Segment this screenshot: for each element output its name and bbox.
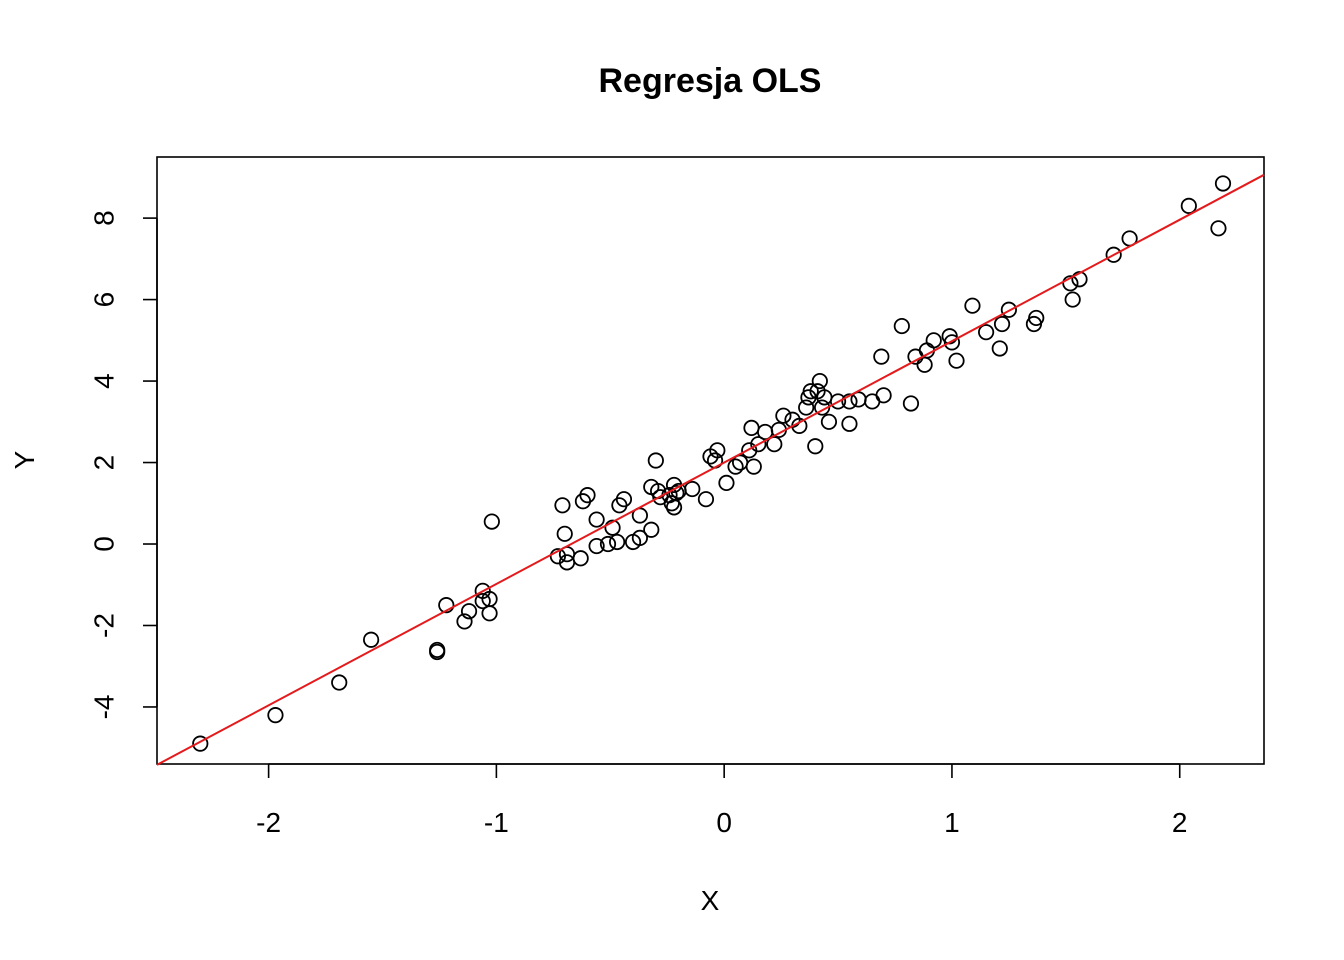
- data-point: [1062, 275, 1079, 292]
- y-axis-label: Y: [9, 450, 40, 469]
- data-point: [978, 324, 995, 341]
- data-point: [1000, 301, 1017, 318]
- data-point: [438, 597, 455, 614]
- data-point: [363, 631, 380, 648]
- data-points: [192, 175, 1232, 752]
- data-point: [829, 393, 847, 410]
- data-point: [668, 484, 685, 502]
- data-point: [811, 372, 828, 390]
- data-point: [697, 491, 715, 508]
- data-point: [579, 487, 596, 504]
- data-point: [331, 674, 348, 691]
- data-point: [609, 533, 626, 551]
- data-point: [1214, 175, 1232, 192]
- data-point: [481, 605, 498, 622]
- data-point: [993, 315, 1011, 333]
- data-point: [474, 592, 491, 610]
- data-point: [964, 297, 981, 314]
- data-point: [1105, 246, 1122, 263]
- data-point: [841, 415, 858, 432]
- data-point: [456, 613, 473, 630]
- data-point: [991, 340, 1008, 357]
- data-point: [745, 458, 762, 475]
- data-point: [429, 643, 446, 661]
- data-point: [267, 707, 284, 724]
- y-tick-label: 6: [88, 292, 119, 308]
- data-point: [643, 521, 660, 538]
- data-point: [1071, 271, 1088, 288]
- data-point: [925, 332, 942, 349]
- data-point: [766, 436, 783, 453]
- x-tick-label: 1: [944, 807, 960, 838]
- y-tick-label: 2: [88, 455, 119, 471]
- data-point: [599, 535, 617, 553]
- data-point: [647, 452, 664, 469]
- data-point: [554, 497, 571, 514]
- data-point: [943, 334, 961, 351]
- data-point: [841, 393, 858, 410]
- data-point: [807, 438, 824, 455]
- chart-title: Regresja OLS: [599, 62, 822, 100]
- data-point: [750, 436, 767, 453]
- data-point: [684, 480, 701, 498]
- x-axis-label: X: [701, 885, 720, 916]
- data-point: [902, 395, 920, 412]
- data-point: [820, 413, 838, 430]
- data-point: [483, 513, 500, 530]
- data-point: [192, 735, 209, 752]
- data-point: [604, 519, 621, 536]
- data-point: [916, 356, 933, 373]
- data-point: [718, 474, 735, 492]
- data-point: [948, 352, 965, 369]
- data-point: [1028, 309, 1045, 327]
- data-point: [802, 383, 819, 400]
- y-tick-label: 4: [88, 373, 119, 389]
- y-tick-label: -2: [88, 613, 119, 638]
- regression-line: [156, 173, 1265, 766]
- data-point: [588, 537, 605, 555]
- data-point: [743, 419, 760, 437]
- x-tick-label: 0: [716, 807, 732, 838]
- data-point: [893, 317, 910, 335]
- data-point: [1210, 220, 1227, 237]
- x-tick-label: 2: [1172, 807, 1188, 838]
- data-point: [588, 511, 605, 528]
- data-point: [631, 529, 648, 547]
- data-point: [556, 525, 573, 542]
- x-tick-label: -2: [256, 807, 281, 838]
- data-point: [665, 499, 683, 516]
- data-point: [460, 603, 478, 620]
- y-tick-label: 0: [88, 536, 119, 552]
- data-point: [873, 348, 890, 365]
- x-tick-label: -1: [484, 807, 509, 838]
- data-point: [1180, 197, 1197, 214]
- y-tick-label: -4: [88, 695, 119, 720]
- y-tick-label: 8: [88, 210, 119, 226]
- y-axis: -4 -2 0 2 4 6 8: [88, 210, 158, 720]
- plot-area: [156, 156, 1265, 765]
- data-point: [875, 387, 892, 404]
- data-point: [798, 399, 815, 416]
- data-point: [572, 550, 589, 567]
- x-axis: -2 -1 0 1 2: [256, 763, 1188, 838]
- data-point: [615, 491, 633, 508]
- data-point: [775, 407, 792, 424]
- data-point: [709, 442, 726, 459]
- data-point: [727, 458, 744, 475]
- data-point: [1064, 291, 1081, 308]
